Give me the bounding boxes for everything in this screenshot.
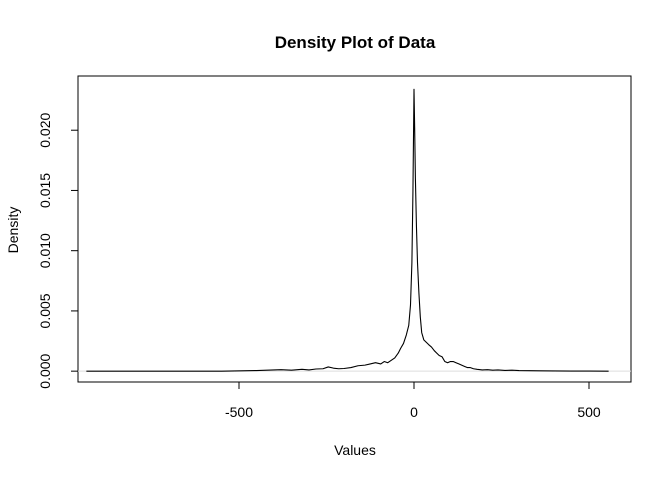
y-axis-label: Density	[5, 207, 21, 254]
x-tick-label: 500	[577, 404, 601, 420]
x-axis: -500 0 500	[225, 381, 601, 420]
x-tick-label: -500	[225, 404, 253, 420]
y-tick-label: 0.020	[37, 112, 53, 147]
plot-frame	[77, 75, 632, 383]
y-axis: 0.000 0.005 0.010 0.015 0.020	[37, 112, 79, 389]
y-tick-label: 0.010	[37, 233, 53, 268]
x-axis-label: Values	[334, 442, 376, 458]
y-tick-label: 0.015	[37, 173, 53, 208]
x-tick-label: 0	[410, 404, 418, 420]
y-tick-label: 0.005	[37, 293, 53, 328]
density-curve	[86, 88, 609, 372]
chart-title: Density Plot of Data	[275, 33, 436, 52]
y-tick-label: 0.000	[37, 353, 53, 388]
